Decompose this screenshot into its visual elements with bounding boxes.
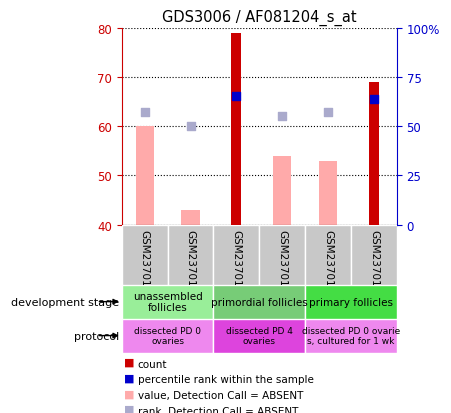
FancyBboxPatch shape (122, 225, 168, 285)
Text: protocol: protocol (74, 331, 120, 341)
Point (141, 109, 148, 116)
Bar (181, 210, 200, 225)
FancyBboxPatch shape (122, 285, 213, 319)
Point (370, 96, 377, 103)
Bar (136, 127, 154, 225)
FancyBboxPatch shape (122, 319, 213, 353)
Text: ■: ■ (124, 404, 134, 413)
FancyBboxPatch shape (305, 225, 351, 285)
FancyBboxPatch shape (305, 319, 397, 353)
Text: GSM237015: GSM237015 (231, 230, 241, 293)
Text: GSM237017: GSM237017 (323, 230, 333, 293)
Text: primordial follicles: primordial follicles (211, 297, 308, 307)
Text: dissected PD 0 ovarie
s, cultured for 1 wk: dissected PD 0 ovarie s, cultured for 1 … (302, 326, 400, 345)
Point (279, 114, 286, 121)
Text: GSM237014: GSM237014 (185, 230, 196, 293)
Point (325, 109, 332, 116)
FancyBboxPatch shape (213, 319, 305, 353)
Text: ■: ■ (124, 373, 134, 382)
Bar (369, 83, 379, 225)
Text: value, Detection Call = ABSENT: value, Detection Call = ABSENT (138, 390, 303, 400)
FancyBboxPatch shape (213, 285, 305, 319)
Text: ■: ■ (124, 357, 134, 367)
FancyBboxPatch shape (351, 225, 397, 285)
Text: development stage: development stage (11, 297, 120, 307)
Text: dissected PD 0
ovaries: dissected PD 0 ovaries (134, 326, 201, 345)
Text: percentile rank within the sample: percentile rank within the sample (138, 375, 313, 385)
Point (187, 123, 194, 130)
Bar (273, 157, 291, 225)
Text: primary follicles: primary follicles (309, 297, 393, 307)
Point (233, 93, 240, 100)
Text: unassembled
follicles: unassembled follicles (133, 291, 202, 313)
FancyBboxPatch shape (259, 225, 305, 285)
Text: rank, Detection Call = ABSENT: rank, Detection Call = ABSENT (138, 406, 298, 413)
Text: ■: ■ (124, 388, 134, 398)
Text: count: count (138, 359, 167, 369)
FancyBboxPatch shape (213, 225, 259, 285)
Title: GDS3006 / AF081204_s_at: GDS3006 / AF081204_s_at (162, 10, 357, 26)
Bar (319, 161, 337, 225)
Text: GSM237013: GSM237013 (140, 230, 150, 293)
FancyBboxPatch shape (305, 285, 397, 319)
Text: GSM237018: GSM237018 (369, 230, 379, 293)
Text: GSM237016: GSM237016 (277, 230, 287, 293)
Bar (231, 34, 241, 225)
FancyBboxPatch shape (168, 225, 213, 285)
Text: dissected PD 4
ovaries: dissected PD 4 ovaries (226, 326, 293, 345)
